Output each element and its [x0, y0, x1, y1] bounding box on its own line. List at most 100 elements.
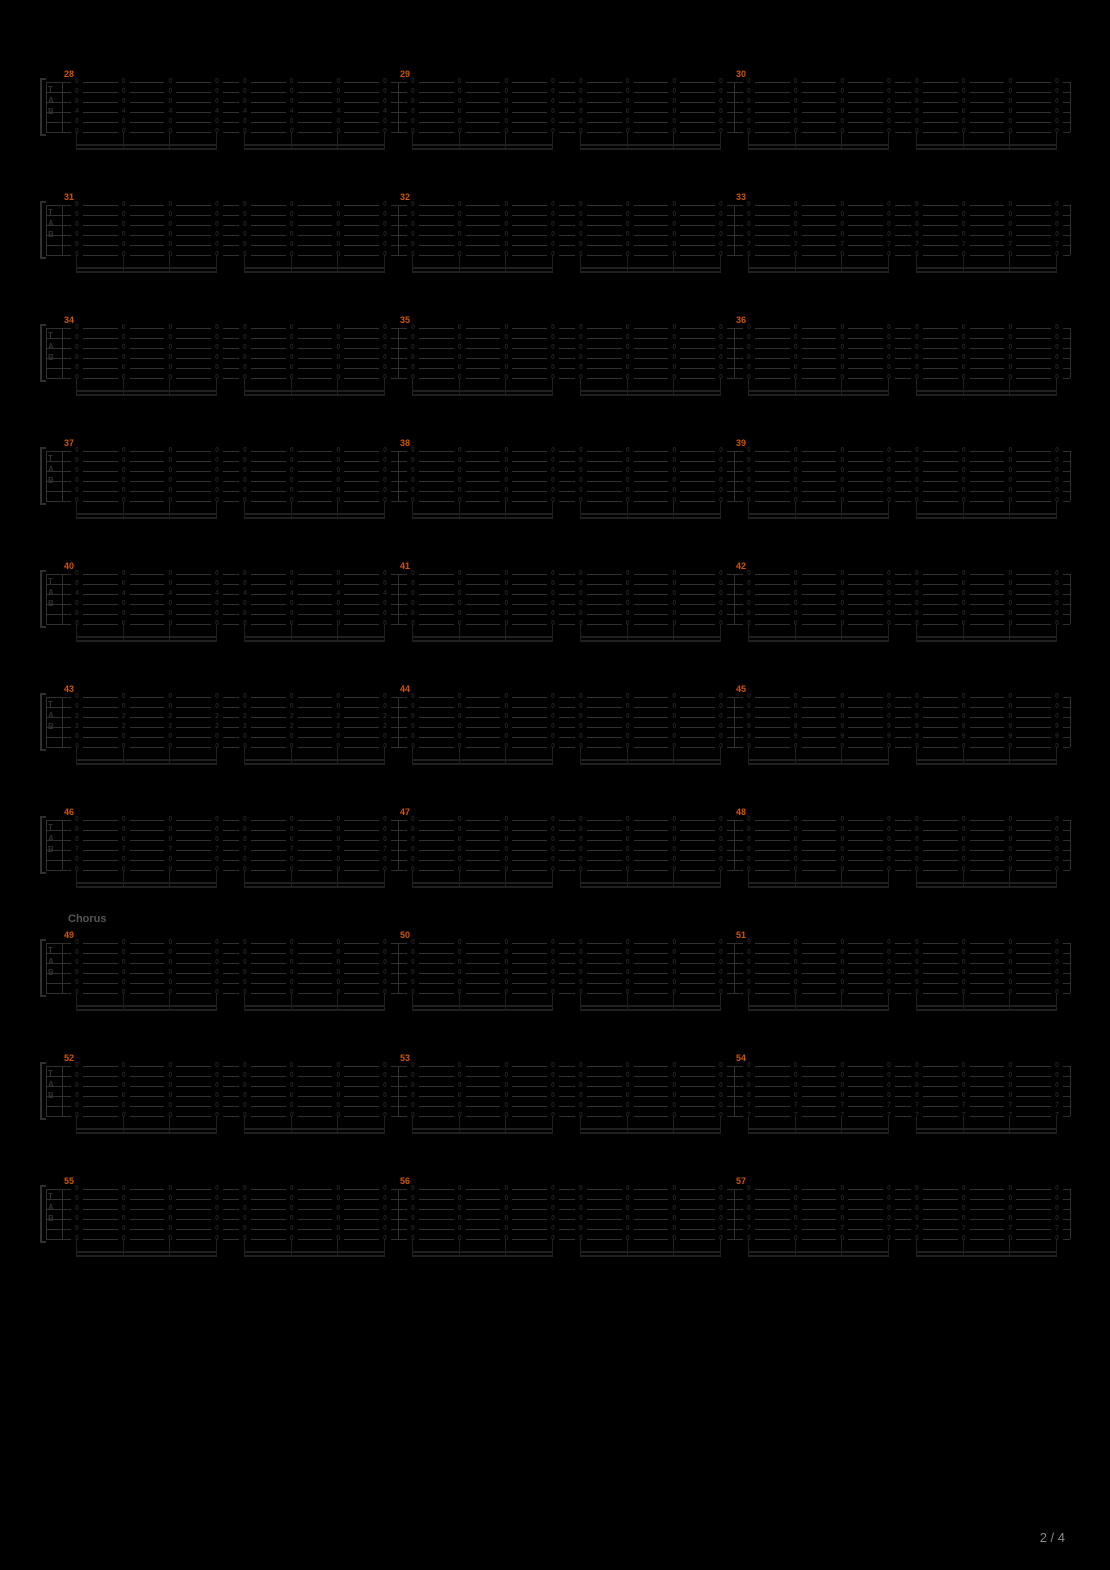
fret-number: 0	[286, 1215, 298, 1223]
fret-number: 0	[118, 1062, 130, 1070]
fret-number: 0	[1004, 1062, 1016, 1070]
fret-number: 0	[790, 1195, 802, 1203]
fret-number: 0	[1004, 703, 1016, 711]
fret-number: 0	[743, 1185, 755, 1193]
fret-number: 0	[286, 98, 298, 106]
fret-number: 0	[286, 78, 298, 86]
fret-number: 0	[958, 497, 970, 505]
fret-number: 0	[379, 989, 391, 997]
fret-number: 0	[164, 620, 176, 628]
fret-number: 2	[379, 723, 391, 731]
fret-number: 0	[239, 1062, 251, 1070]
fret-number: 0	[1051, 78, 1063, 86]
fret-number: 0	[836, 251, 848, 259]
fret-number: 0	[668, 118, 680, 126]
fret-number: 0	[1051, 457, 1063, 465]
fret-number: 0	[239, 1092, 251, 1100]
fret-number: 0	[958, 487, 970, 495]
fret-number: 0	[668, 231, 680, 239]
fret-number: 0	[836, 959, 848, 967]
fret-number: 0	[1051, 989, 1063, 997]
fret-number: 0	[836, 374, 848, 382]
beam	[244, 882, 385, 884]
fret-number: 0	[575, 477, 587, 485]
fret-number: 0	[715, 1225, 727, 1233]
fret-number: 0	[715, 856, 727, 864]
fret-number: 0	[715, 959, 727, 967]
fret-number: 0	[883, 949, 895, 957]
fret-number: 0	[836, 846, 848, 854]
beam	[916, 1005, 1057, 1007]
fret-number: 0	[547, 241, 559, 249]
fret-number: 0	[836, 580, 848, 588]
fret-number: 0	[286, 1195, 298, 1203]
fret-number: 0	[836, 703, 848, 711]
fret-number: 0	[454, 221, 466, 229]
barline	[398, 82, 399, 132]
fret-number: 0	[790, 703, 802, 711]
fret-number: 0	[71, 939, 83, 947]
fret-number: 0	[1004, 118, 1016, 126]
fret-number: 0	[836, 989, 848, 997]
fret-number: 0	[239, 1082, 251, 1090]
barline	[46, 82, 47, 132]
fret-number: 0	[836, 98, 848, 106]
fret-number: 0	[286, 703, 298, 711]
fret-number: 0	[286, 949, 298, 957]
beam	[580, 1251, 721, 1253]
fret-number: 0	[715, 1205, 727, 1213]
fret-number: 0	[379, 580, 391, 588]
fret-number: 0	[286, 231, 298, 239]
beam	[916, 1255, 1057, 1257]
fret-number: 0	[883, 118, 895, 126]
fret-number: 0	[164, 979, 176, 987]
fret-number: 0	[118, 600, 130, 608]
fret-number: 0	[239, 128, 251, 136]
fret-number: 0	[958, 1092, 970, 1100]
fret-number: 0	[239, 570, 251, 578]
fret-number: 0	[883, 1062, 895, 1070]
fret-number: 0	[164, 856, 176, 864]
fret-number: 0	[883, 1235, 895, 1243]
fret-number: 0	[911, 1185, 923, 1193]
fret-number: 0	[715, 324, 727, 332]
fret-number: 0	[1051, 98, 1063, 106]
fret-number: 0	[1004, 447, 1016, 455]
fret-number: 0	[211, 866, 223, 874]
fret-number: 7	[883, 1102, 895, 1110]
fret-number: 0	[500, 620, 512, 628]
fret-number: 0	[454, 324, 466, 332]
fret-number: 0	[622, 231, 634, 239]
fret-number: 2	[164, 713, 176, 721]
fret-number: 0	[500, 590, 512, 598]
fret-number: 0	[379, 497, 391, 505]
fret-number: 0	[1004, 88, 1016, 96]
fret-number: 0	[790, 610, 802, 618]
fret-number: 0	[379, 570, 391, 578]
fret-number: 0	[547, 98, 559, 106]
fret-number: 0	[836, 866, 848, 874]
fret-number: 0	[332, 610, 344, 618]
beam	[580, 390, 721, 392]
fret-number: 0	[1004, 580, 1016, 588]
fret-number: 0	[668, 723, 680, 731]
fret-number: 0	[500, 467, 512, 475]
fret-number: 0	[211, 477, 223, 485]
fret-number: 0	[71, 251, 83, 259]
fret-number: 0	[118, 1092, 130, 1100]
fret-number: 0	[239, 334, 251, 342]
beam	[76, 267, 217, 269]
beam	[412, 271, 553, 273]
fret-number: 0	[883, 231, 895, 239]
fret-number: 0	[164, 344, 176, 352]
fret-number: 0	[958, 713, 970, 721]
fret-number: 0	[715, 826, 727, 834]
fret-number: 0	[379, 1205, 391, 1213]
fret-number: 0	[958, 447, 970, 455]
fret-number: 4	[379, 590, 391, 598]
fret-number: 0	[407, 713, 419, 721]
fret-number: 0	[715, 969, 727, 977]
fret-number: 0	[547, 1195, 559, 1203]
fret-number: 0	[407, 108, 419, 116]
fret-number: 0	[715, 487, 727, 495]
